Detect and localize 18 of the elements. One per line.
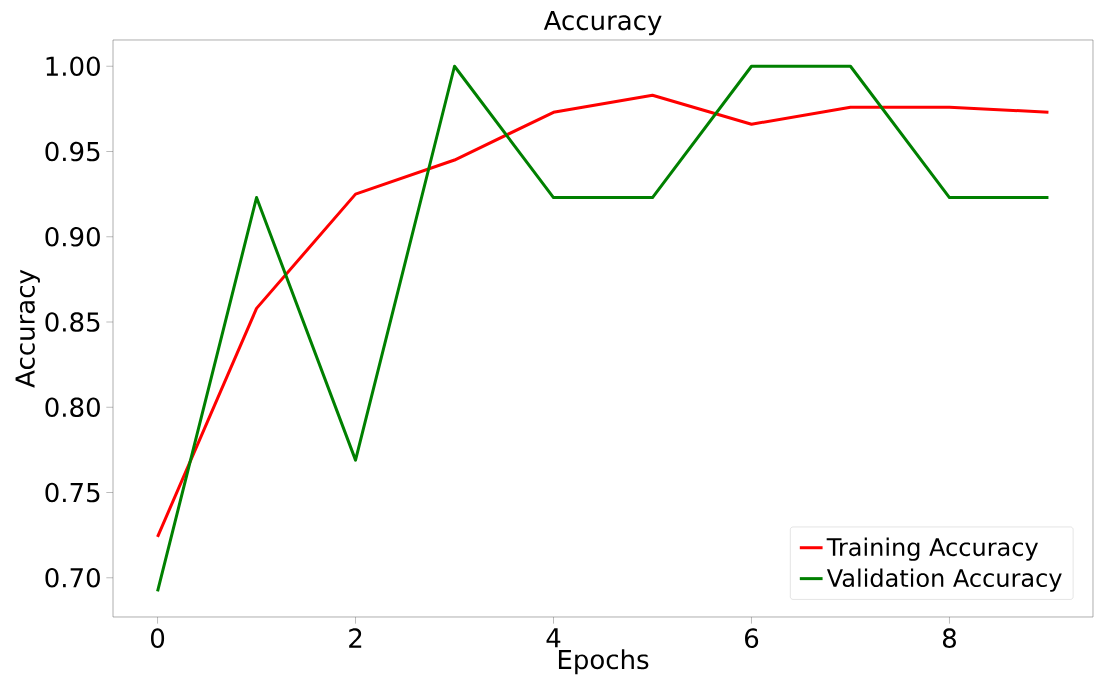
x-tick-label: 2	[349, 628, 362, 648]
x-tick-label: 8	[942, 628, 956, 649]
y-axis-title: Accuracy	[15, 269, 40, 388]
y-tick-label: 0.70	[45, 567, 100, 588]
x-tick-label: 0	[150, 628, 165, 649]
y-tick-label: 0.90	[45, 226, 100, 247]
y-tick-label: 0.85	[45, 312, 100, 332]
x-axis-title: Epochs	[558, 649, 649, 675]
legend-label: Validation Accuracy	[826, 568, 1062, 592]
x-tick-label: 6	[745, 628, 759, 649]
line-series	[156, 93, 1050, 539]
y-tick-label: 0.80	[45, 397, 100, 418]
y-tick-label: 0.95	[45, 141, 100, 162]
chart-title: Accuracy	[543, 10, 662, 36]
y-tick-label: 1.00	[46, 56, 100, 77]
legend-label: Training Accuracy	[826, 537, 1038, 561]
x-tick-label: 4	[546, 628, 561, 648]
y-tick-label: 0.75	[45, 482, 100, 503]
